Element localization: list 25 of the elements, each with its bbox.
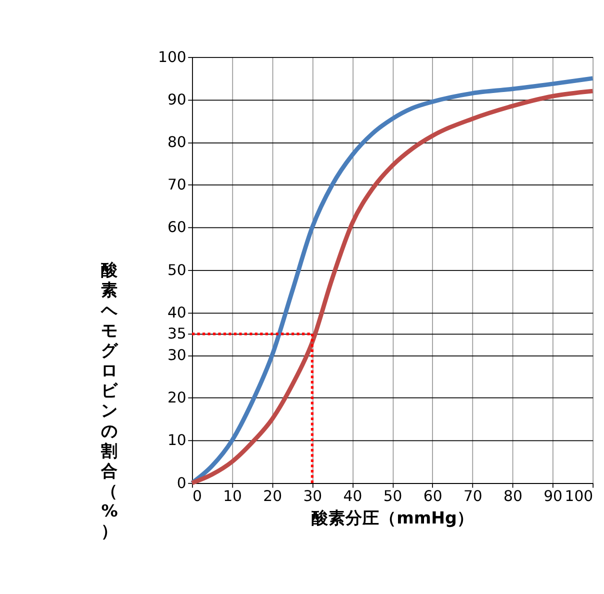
- x-tick-label: 20: [263, 488, 282, 505]
- y-tick-label: 35: [167, 326, 186, 343]
- x-tick-label: 100: [564, 488, 594, 505]
- x-tick-label: 70: [463, 488, 482, 505]
- x-tick-label: 30: [303, 488, 322, 505]
- y-tick-label: 20: [167, 390, 186, 407]
- y-tick-label: 60: [167, 219, 186, 236]
- x-tick-label: 90: [544, 488, 562, 505]
- text: 酸素ヘモグロビンの割合（%）: [101, 260, 118, 541]
- x-tick-label: 60: [423, 488, 442, 505]
- x-tick-label: 80: [504, 488, 522, 505]
- y-tick-label: 10: [167, 432, 186, 450]
- x-tick-label: 50: [383, 488, 402, 505]
- x-tick-label: 0: [192, 488, 202, 505]
- y-tick-label: 80: [167, 134, 186, 152]
- y-tick-label: 50: [167, 262, 186, 279]
- y-tick-label: 30: [167, 346, 186, 364]
- x-tick-label: 40: [343, 488, 362, 505]
- y-tick-label: 100: [158, 48, 186, 66]
- x-axis-title: 酸素分圧（mmHg）: [312, 508, 474, 528]
- x-tick-label: 10: [223, 488, 242, 505]
- y-tick-label: 0: [176, 474, 186, 492]
- y-tick-label: 90: [167, 91, 186, 108]
- y-tick-label: 70: [167, 176, 186, 194]
- y-tick-label: 40: [167, 304, 186, 322]
